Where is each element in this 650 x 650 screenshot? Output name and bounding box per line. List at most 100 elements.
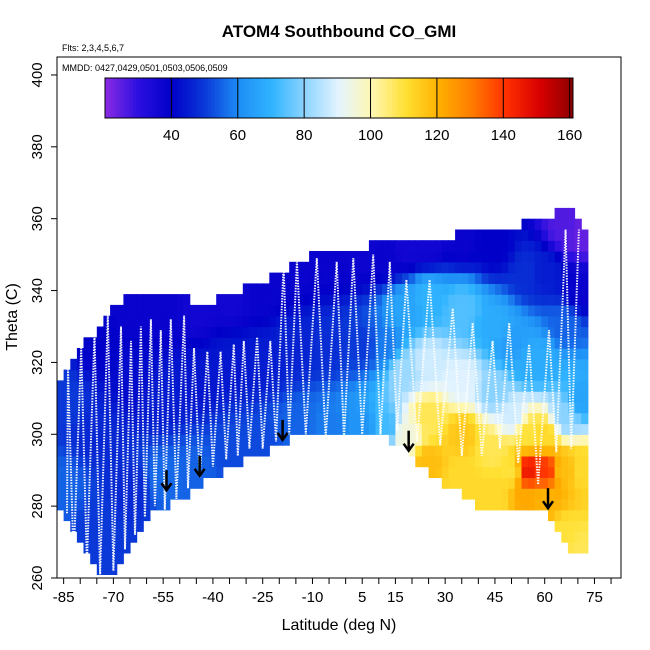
co-cell (435, 251, 443, 263)
co-cell (574, 294, 582, 306)
co-cell (368, 326, 377, 338)
co-cell (149, 315, 158, 328)
colorbar-swatch (201, 78, 206, 118)
co-cell (262, 434, 270, 446)
co-cell (561, 455, 569, 468)
co-cell (335, 380, 343, 392)
co-cell (402, 434, 410, 446)
co-cell (408, 380, 416, 392)
co-cell (541, 466, 549, 478)
co-cell (548, 369, 556, 381)
co-cell (335, 304, 343, 317)
co-cell (368, 369, 377, 381)
co-cell (501, 499, 509, 511)
co-cell (130, 434, 138, 446)
co-cell (83, 348, 91, 360)
colorbar-swatch (426, 78, 430, 118)
co-cell (335, 412, 343, 425)
co-cell (548, 229, 556, 241)
co-cell (315, 283, 323, 295)
co-cell (448, 380, 456, 392)
co-cell (90, 401, 98, 414)
co-cell (163, 423, 171, 435)
colorbar-swatch (473, 78, 477, 118)
co-cell (103, 380, 111, 392)
co-cell (103, 445, 111, 457)
co-cell (528, 240, 536, 252)
co-cell (395, 369, 403, 381)
co-cell (481, 229, 489, 241)
co-cell (402, 412, 410, 425)
co-cell (508, 337, 516, 349)
co-cell (355, 412, 363, 425)
colorbar-swatch (151, 78, 156, 118)
co-cell (209, 304, 217, 317)
co-cell (103, 542, 111, 554)
co-cell (561, 531, 569, 543)
co-cell (521, 229, 529, 241)
colorbar-swatch (451, 78, 455, 118)
co-cell (368, 380, 377, 392)
colorbar-swatch (460, 78, 465, 118)
co-cell (176, 380, 184, 392)
co-cell (110, 337, 118, 349)
co-cell (116, 315, 124, 328)
co-cell (309, 283, 317, 295)
co-cell (421, 391, 430, 403)
co-cell (349, 326, 357, 338)
co-cell (435, 455, 443, 468)
co-cell (169, 337, 177, 349)
co-cell (375, 326, 383, 338)
co-cell (475, 283, 483, 295)
co-cell (521, 477, 529, 489)
co-cell (567, 240, 576, 252)
co-cell (256, 401, 264, 414)
co-cell (96, 412, 104, 425)
co-cell (130, 477, 138, 489)
colorbar-swatch (239, 78, 243, 118)
x-tick-label: 60 (536, 589, 553, 606)
co-cell (130, 499, 138, 511)
co-cell (534, 229, 542, 241)
co-cell (375, 272, 383, 284)
co-cell (355, 283, 363, 295)
co-cell (488, 251, 496, 263)
co-cell (567, 315, 576, 328)
co-cell (408, 283, 416, 295)
co-cell (183, 348, 191, 360)
co-cell (581, 251, 589, 263)
co-cell (116, 455, 124, 468)
co-cell (441, 315, 449, 328)
co-cell (289, 412, 297, 425)
co-cell (488, 488, 496, 500)
co-cell (156, 477, 164, 489)
co-cell (468, 304, 476, 317)
co-cell (415, 369, 423, 381)
co-cell (448, 412, 456, 425)
co-cell (295, 337, 304, 349)
co-cell (561, 423, 569, 435)
co-cell (567, 229, 576, 241)
colorbar-swatch (482, 78, 487, 118)
co-cell (229, 423, 237, 435)
co-cell (534, 369, 542, 381)
co-cell (183, 488, 191, 500)
co-cell (83, 445, 91, 457)
co-cell (494, 466, 503, 478)
co-cell (130, 445, 138, 457)
y-tick-label: 320 (29, 350, 46, 375)
co-cell (581, 283, 589, 295)
colorbar-swatch (139, 78, 143, 118)
co-cell (574, 358, 582, 371)
co-cell (521, 326, 529, 338)
colorbar-swatch (220, 78, 225, 118)
co-cell (216, 466, 224, 478)
co-cell (176, 294, 184, 306)
co-cell (196, 337, 204, 349)
co-cell (501, 423, 509, 435)
co-cell (203, 445, 211, 457)
co-cell (574, 542, 582, 554)
y-tick-label: 260 (29, 565, 46, 590)
co-cell (561, 304, 569, 317)
co-cell (362, 391, 370, 403)
